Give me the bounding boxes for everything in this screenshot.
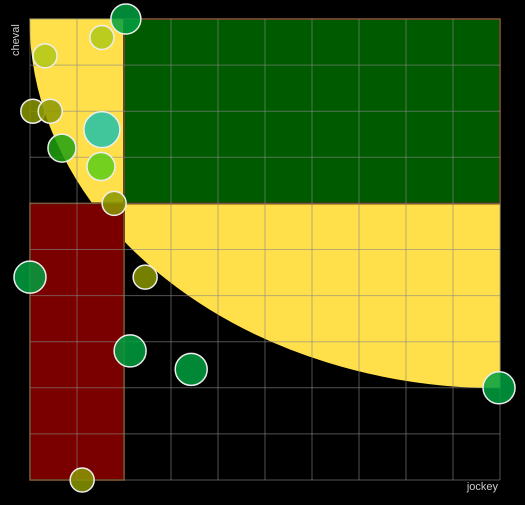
point xyxy=(47,133,77,163)
point xyxy=(89,24,115,51)
point xyxy=(110,3,142,35)
point xyxy=(101,190,127,217)
point xyxy=(132,264,158,290)
point xyxy=(83,110,121,149)
y-axis-label: cheval xyxy=(10,24,22,56)
point xyxy=(69,467,95,493)
x-axis-label: jockey xyxy=(466,481,499,493)
point xyxy=(13,260,47,294)
point xyxy=(174,352,208,387)
point xyxy=(86,151,116,182)
point xyxy=(32,43,58,69)
point xyxy=(482,371,516,405)
point xyxy=(113,334,147,368)
point xyxy=(37,98,63,124)
